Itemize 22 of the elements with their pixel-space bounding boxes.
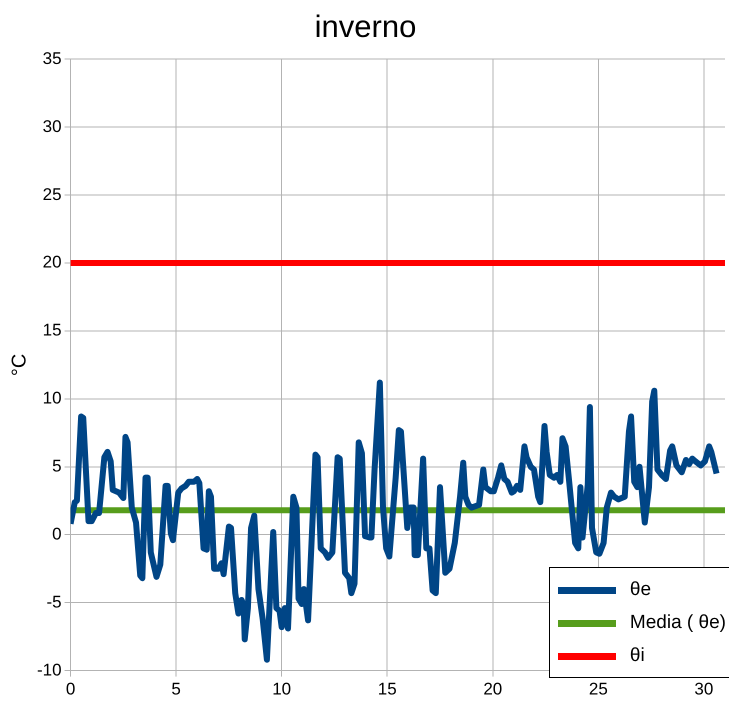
y-axis-title: °C <box>8 354 31 376</box>
legend-label: Media ( θe) <box>630 612 726 634</box>
legend-label: θe <box>630 579 652 602</box>
y-tick-label: 5 <box>52 456 62 476</box>
x-tick-label: 10 <box>272 679 292 698</box>
legend-label: θi <box>630 645 645 668</box>
y-tick-label: 30 <box>42 116 62 136</box>
x-tick-label: 25 <box>588 679 608 698</box>
x-tick-label: 30 <box>694 679 714 698</box>
y-tick-label: 35 <box>42 48 62 68</box>
y-tick-label: 0 <box>52 524 62 544</box>
x-tick-label: 5 <box>171 679 181 698</box>
x-tick-label: 0 <box>66 679 76 698</box>
y-tick-label: 20 <box>42 252 62 272</box>
y-tick-label: 15 <box>42 320 62 340</box>
y-tick-label: -10 <box>36 660 62 680</box>
x-tick-label: 15 <box>378 679 397 698</box>
y-tick-label: 25 <box>42 184 62 204</box>
x-tick-label: 20 <box>483 679 502 698</box>
y-tick-label: -5 <box>46 592 62 612</box>
chart-title: inverno <box>314 9 416 44</box>
y-tick-label: 10 <box>42 388 62 408</box>
